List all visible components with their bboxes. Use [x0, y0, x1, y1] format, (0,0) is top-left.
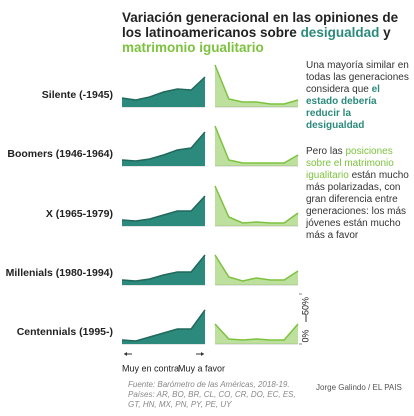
area [122, 255, 205, 285]
area-line [121, 254, 206, 282]
title-text: Variación generacional en las opiniones … [122, 10, 399, 40]
area-line [214, 254, 299, 282]
area-line [121, 309, 206, 342]
area [215, 255, 298, 285]
y-tick-label: 0% [300, 329, 310, 342]
source: Fuente: Barómetro de las Américas, 2018-… [128, 380, 308, 410]
area [215, 186, 298, 226]
annotation-text: Pero las [306, 146, 346, 157]
annotation-highlight: el estado debería reducir la desigualdad [306, 84, 380, 131]
row-label: Boomers (1946-1964) [7, 148, 113, 160]
row-label: Silente (-1945) [42, 89, 113, 101]
annotation-text: Una mayoría similar en todas las generac… [306, 60, 409, 95]
annotation: Una mayoría similar en todas las generac… [306, 60, 412, 132]
area-line [214, 125, 299, 164]
source-line: Países: AR, BO, BR, CL, CO, CR, DO, EC, … [128, 390, 296, 409]
area-line [121, 131, 206, 162]
chart-title: Variación generacional en las opiniones … [122, 10, 410, 55]
row-label: Centennials (1995-) [17, 326, 113, 338]
annotation-highlight: posiciones sobre el matrimonio igualitar… [306, 146, 394, 181]
row-label: Millenials (1980-1994) [6, 267, 113, 279]
title-text: y [379, 25, 391, 40]
area [122, 310, 205, 344]
area-line [214, 323, 299, 341]
area-line [214, 64, 299, 105]
area [215, 65, 298, 107]
arrow-head [201, 352, 204, 356]
area [215, 324, 298, 344]
row-label: X (1965-1979) [46, 208, 113, 220]
annotation-text: están mucho más polarizadas, con gran di… [306, 170, 409, 241]
legend-entry: matrimonio igualitario [122, 40, 264, 55]
area-line [121, 195, 206, 222]
credit: Jorge Galindo / EL PAIS [316, 383, 402, 392]
area-line [214, 185, 299, 224]
y-tick-label: 50% [300, 297, 310, 315]
x-label: Muy a favor [178, 363, 225, 373]
area-line [121, 76, 206, 101]
area [122, 196, 205, 226]
x-label: Muy en contra [122, 363, 179, 373]
legend-entry: desigualdad [300, 25, 380, 40]
area [122, 132, 205, 166]
area [215, 126, 298, 166]
arrow-head [124, 352, 127, 356]
annotation: Pero las posiciones sobre el matrimonio … [306, 146, 412, 242]
source-line: Fuente: Barómetro de las Américas, 2018-… [128, 380, 290, 389]
